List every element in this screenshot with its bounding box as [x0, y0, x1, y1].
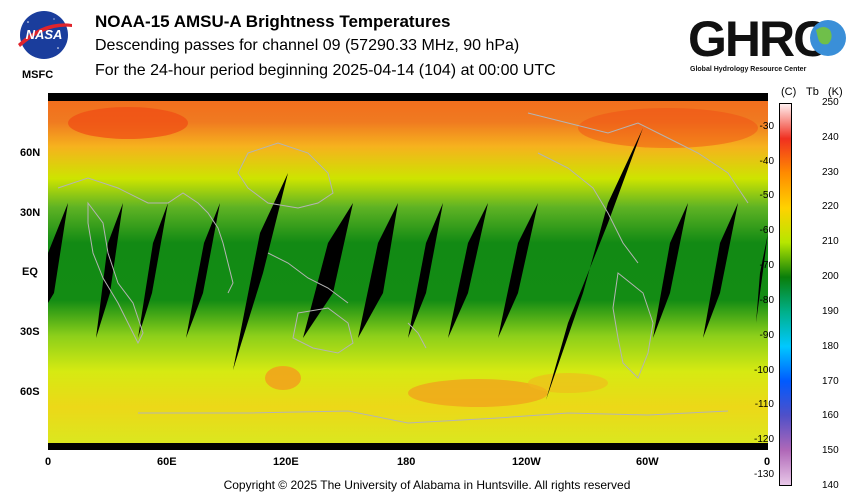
- lon-label: 120E: [273, 456, 299, 468]
- colorbar-celsius-tick: -40: [759, 155, 774, 167]
- lon-label: 120W: [512, 456, 541, 468]
- nasa-logo: NASA: [18, 11, 72, 59]
- colorbar-kelvin-tick: 220: [822, 201, 839, 213]
- title-line-3: For the 24-hour period beginning 2025-04…: [95, 62, 556, 79]
- missing-data-swaths: [48, 93, 768, 450]
- colorbar-header-kelvin: (K): [828, 86, 843, 98]
- colorbar-kelvin-tick: 230: [822, 166, 839, 178]
- colorbar-celsius-tick: -70: [759, 260, 774, 272]
- lat-label: EQ: [22, 266, 38, 278]
- copyright-footer: Copyright © 2025 The University of Alaba…: [223, 478, 631, 492]
- colorbar-kelvin-tick: 190: [822, 305, 839, 317]
- title-line-1: NOAA-15 AMSU-A Brightness Temperatures: [95, 12, 451, 31]
- lat-label: 30N: [20, 207, 41, 219]
- colorbar-kelvin-tick: 150: [822, 445, 839, 457]
- colorbar-header-tb: Tb: [806, 86, 819, 98]
- ghrc-wordmark: GHRC: [688, 11, 828, 67]
- brightness-temperature-map: [48, 93, 768, 450]
- colorbar-celsius-tick: -100: [753, 364, 774, 376]
- colorbar-celsius-tick: -50: [759, 190, 774, 202]
- lon-label: 0: [764, 456, 771, 468]
- lon-label: 180: [397, 456, 416, 468]
- colorbar-celsius-tick: -60: [759, 225, 774, 237]
- colorbar-celsius-tick: -30: [759, 120, 774, 132]
- colorbar-kelvin-tick: 240: [822, 131, 839, 143]
- msfc-label: MSFC: [22, 69, 54, 81]
- lat-label: 60S: [20, 386, 40, 398]
- colorbar-kelvin-tick: 170: [822, 375, 839, 387]
- colorbar-kelvin-tick: 250: [822, 97, 839, 108]
- colorbar-celsius-tick: -110: [754, 399, 774, 411]
- colorbar-kelvin-tick: 140: [822, 480, 839, 491]
- colorbar-celsius-tick: -90: [759, 329, 774, 341]
- colorbar-header-celsius: (C): [781, 86, 797, 98]
- ghrc-subtitle: Global Hydrology Resource Center: [690, 66, 807, 73]
- colorbar-celsius-tick: -120: [753, 434, 774, 446]
- nasa-wordmark: NASA: [26, 27, 63, 42]
- colorbar-celsius-tick: -80: [759, 294, 774, 306]
- lon-label: 0: [45, 456, 52, 468]
- colorbar: [779, 103, 792, 486]
- colorbar-celsius-tick: -130: [753, 469, 774, 481]
- colorbar-kelvin-tick: 160: [822, 410, 839, 422]
- ghrc-logo: GHRC Global Hydrology Resource Center: [688, 11, 846, 73]
- colorbar-kelvin-tick: 200: [822, 271, 839, 283]
- lat-label: 60N: [20, 147, 41, 159]
- lat-label: 30S: [20, 326, 40, 338]
- lon-label: 60E: [157, 456, 177, 468]
- title-line-2: Descending passes for channel 09 (57290.…: [95, 37, 520, 54]
- lon-label: 60W: [636, 456, 659, 468]
- coastlines: [57, 112, 749, 424]
- colorbar-kelvin-tick: 210: [822, 236, 839, 248]
- colorbar-kelvin-tick: 180: [822, 340, 839, 352]
